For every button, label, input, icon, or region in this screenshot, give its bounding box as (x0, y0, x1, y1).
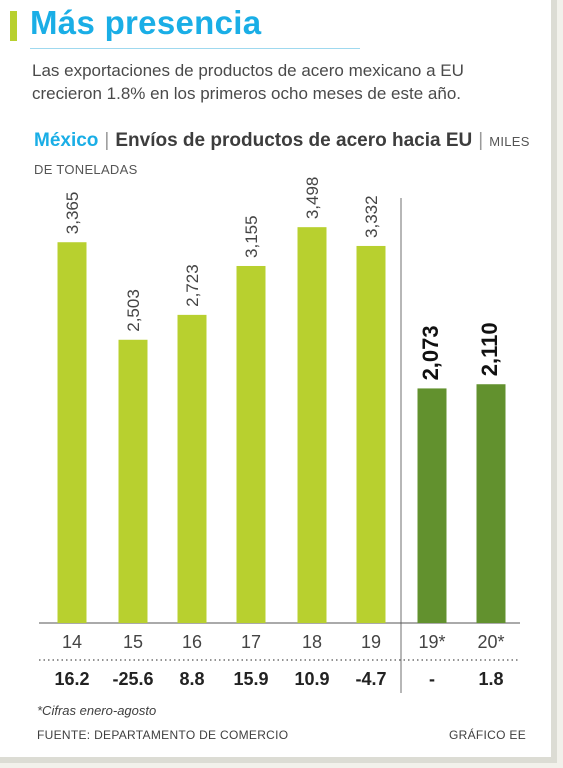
page-title: Más presencia (30, 4, 262, 41)
growth-label: 16.2 (54, 669, 89, 689)
bar-value-label: 2,073 (418, 325, 443, 380)
bar-value-label: 2,503 (124, 289, 143, 332)
category-label: 18 (302, 632, 322, 652)
growth-label: 10.9 (294, 669, 329, 689)
bar-19* (417, 388, 447, 623)
growth-label: -4.7 (355, 669, 386, 689)
bar-value-label: 3,332 (362, 195, 381, 238)
bar-16 (177, 314, 207, 623)
category-label: 15 (123, 632, 143, 652)
bar-value-label: 2,723 (183, 264, 202, 307)
bar-14 (57, 242, 87, 623)
category-label: 17 (241, 632, 261, 652)
page-subtitle: Las exportaciones de productos de acero … (32, 61, 464, 103)
title-accent-bar (10, 11, 17, 41)
bar-chart: 3,365 14 16.2 2,503 15 -25.6 2,723 16 8.8 3,155 17… (39, 177, 520, 693)
chart-unit: MILES DE TONELADAS (34, 134, 530, 177)
growth-label: 1.8 (478, 669, 503, 689)
bar-19 (356, 245, 386, 624)
bar-value-label: 3,498 (303, 177, 322, 220)
bar-value-label: 3,155 (242, 215, 261, 258)
chart-title: Envíos de productos de acero hacia EU (115, 130, 473, 151)
growth-label: -25.6 (112, 669, 153, 689)
bar-18 (297, 227, 327, 623)
chart-country: México (34, 130, 99, 151)
category-label: 19 (361, 632, 381, 652)
category-label: 14 (62, 632, 82, 652)
category-label: 20* (477, 632, 504, 652)
category-label: 16 (182, 632, 202, 652)
footnote: *Cifras enero-agosto (37, 703, 157, 718)
bar-17 (236, 265, 266, 623)
bar-value-label: 2,110 (477, 322, 502, 376)
bar-15 (118, 339, 148, 623)
chart-heading: México | Envíos de productos de acero haci… (34, 127, 534, 183)
source-note: FUENTE: DEPARTAMENTO DE COMERCIO (37, 728, 289, 742)
bar-value-label: 3,365 (63, 192, 82, 235)
growth-label: 15.9 (233, 669, 268, 689)
heading-separator: | (104, 130, 110, 151)
unit-separator: | (478, 130, 484, 151)
graphic-credit: GRÁFICO EE (449, 728, 527, 742)
category-label: 19* (418, 632, 445, 652)
title-divider (30, 48, 360, 49)
growth-label: 8.8 (179, 669, 204, 689)
growth-label: - (429, 669, 435, 689)
bar-20* (476, 384, 506, 623)
